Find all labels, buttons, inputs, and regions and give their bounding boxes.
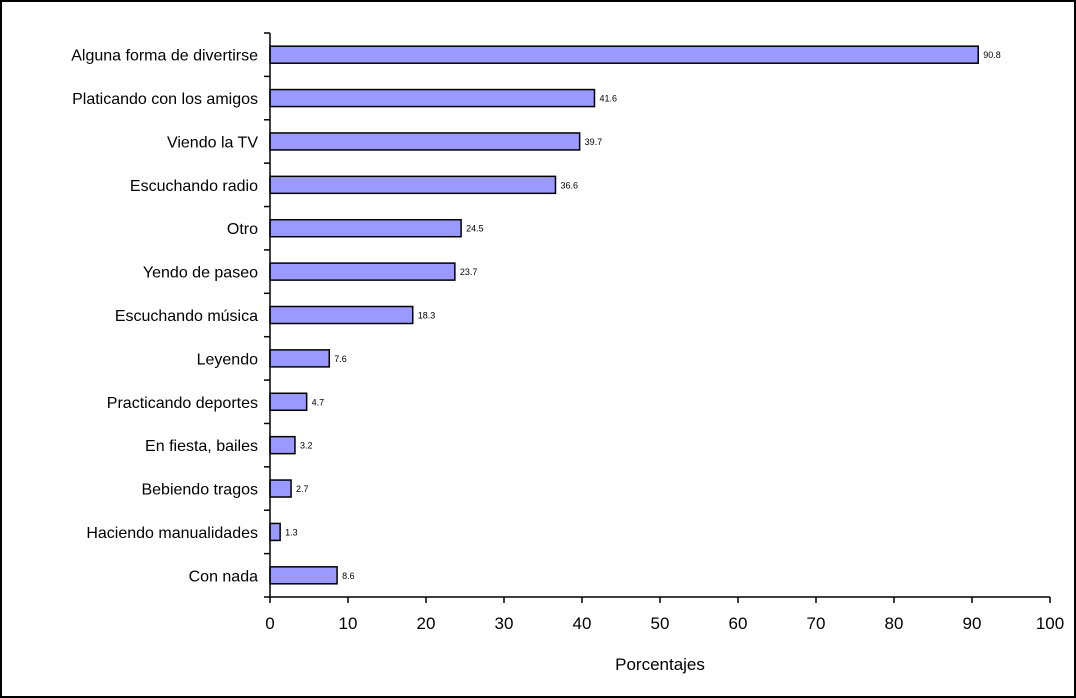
bar [269,45,979,64]
data-label: 23.7 [460,267,478,277]
x-tick-label: 90 [963,614,982,633]
category-label: Escuchando música [115,308,258,325]
x-tick-label: 30 [495,614,514,633]
category-label: Bebiendo tragos [141,482,258,499]
data-label: 3.2 [300,441,313,451]
bar [269,522,281,542]
data-label: 24.5 [466,224,484,234]
data-label: 90.8 [983,50,1001,60]
x-tick-label: 70 [807,614,826,633]
data-label: 2.7 [296,484,309,494]
bar [269,132,581,151]
bar [269,349,331,368]
bar [269,392,308,412]
category-label: En fiesta, bailes [145,438,258,455]
data-label: 8.6 [342,571,355,581]
bar [269,435,296,455]
bar [269,262,456,281]
data-label: 4.7 [312,397,325,407]
data-label: 18.3 [418,311,436,321]
data-label: 1.3 [285,527,298,537]
category-label: Viendo la TV [167,134,258,151]
bar [269,305,414,325]
bar [269,175,557,195]
category-label: Yendo de paseo [143,265,258,282]
category-label: Haciendo manualidades [86,525,258,542]
x-tick-label: 10 [339,614,358,633]
category-label: Platicando con los amigos [72,91,258,108]
x-tick-label: 0 [265,614,274,633]
data-label: 41.6 [599,94,617,104]
category-label: Otro [227,221,258,238]
data-label: 36.6 [560,180,578,190]
category-label: Escuchando radio [130,178,258,195]
bar [269,88,596,108]
x-tick-label: 60 [729,614,748,633]
x-tick-label: 20 [417,614,436,633]
category-label: Con nada [189,568,258,585]
category-label: Practicando deportes [107,395,258,412]
x-tick-label: 80 [885,614,904,633]
x-tick-label: 50 [651,614,670,633]
bar [269,566,338,585]
bar [269,218,462,238]
data-label: 39.7 [585,137,603,147]
category-label: Leyendo [197,351,258,368]
bar [269,479,292,498]
category-label: Alguna forma de divertirse [71,48,258,65]
x-tick-label: 40 [573,614,592,633]
x-tick-label: 100 [1036,614,1064,633]
x-axis-title: Porcentajes [615,655,705,674]
data-label: 7.6 [334,354,347,364]
